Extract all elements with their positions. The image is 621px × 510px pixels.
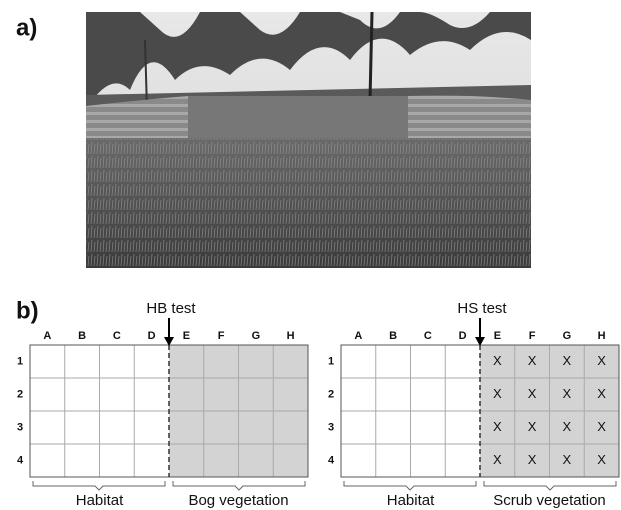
row-label: 3 [328,421,334,433]
photo [86,12,531,268]
row-label: 1 [328,355,334,367]
column-label: H [598,330,606,342]
cell-mark: X [597,452,606,467]
row-label: 4 [17,454,24,466]
column-label: E [494,330,501,342]
column-label: F [218,330,225,342]
region-label: Bog vegetation [188,492,288,509]
column-label: G [563,330,572,342]
cell-mark: X [597,419,606,434]
cell-mark: X [493,452,502,467]
cell-mark: X [563,353,572,368]
brace [484,481,616,490]
row-label: 2 [328,388,334,400]
cell-mark: X [597,353,606,368]
column-label: D [459,330,467,342]
region-label: Scrub vegetation [493,492,606,509]
column-label: E [183,330,190,342]
brace [33,481,165,490]
panel-label: b) [16,297,39,324]
cell-mark: X [563,419,572,434]
column-label: B [389,330,397,342]
cell-mark: X [493,419,502,434]
cell-mark: X [528,353,537,368]
brace [173,481,305,490]
cell-mark: X [528,452,537,467]
region-label: Habitat [387,492,435,509]
cell-mark: X [563,452,572,467]
column-label: A [43,330,51,342]
column-label: C [113,330,121,342]
column-label: H [287,330,295,342]
column-label: G [252,330,261,342]
column-label: F [529,330,536,342]
cell-mark: X [493,353,502,368]
test-label: HB test [146,300,196,317]
row-label: 1 [17,355,23,367]
panel-label: a) [16,14,37,41]
test-label: HS test [457,300,507,317]
column-label: D [148,330,156,342]
brace [344,481,476,490]
column-label: B [78,330,86,342]
figure: a) b) ABCDEFGH1234HB testHabitatBog [0,0,621,510]
column-label: C [424,330,432,342]
row-label: 3 [17,421,23,433]
cell-mark: X [528,386,537,401]
row-label: 2 [17,388,23,400]
cell-mark: X [597,386,606,401]
row-label: 4 [328,454,335,466]
column-label: A [354,330,362,342]
cell-mark: X [528,419,537,434]
cell-mark: X [493,386,502,401]
region-label: Habitat [76,492,124,509]
cell-mark: X [563,386,572,401]
